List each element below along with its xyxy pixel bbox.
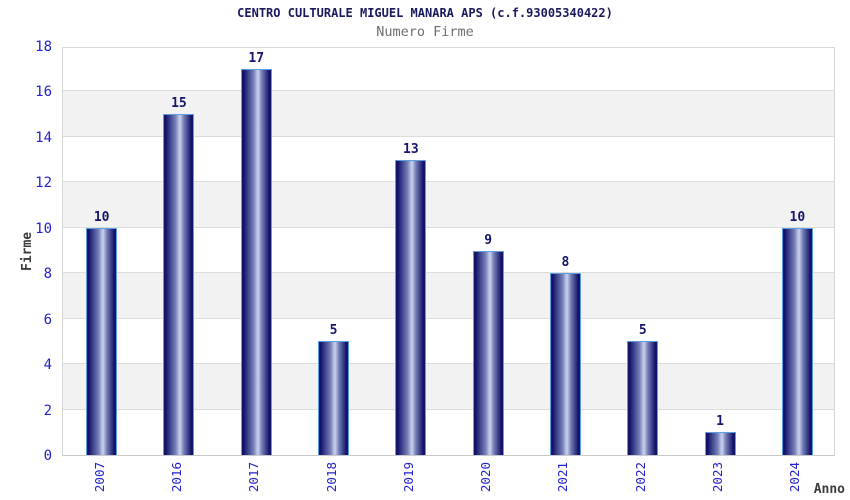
x-tick-label: 2021 xyxy=(555,462,571,493)
x-tick-label: 2020 xyxy=(478,462,494,493)
y-tick-label: 10 xyxy=(35,220,52,237)
x-axis-title: Anno xyxy=(813,482,845,497)
chart-title: CENTRO CULTURALE MIGUEL MANARA APS (c.f.… xyxy=(237,6,613,20)
x-tick-label: 2018 xyxy=(323,462,339,493)
y-tick-label: 12 xyxy=(35,175,52,192)
x-tick-label: 2007 xyxy=(91,462,107,493)
bar-2021 xyxy=(549,273,581,455)
bar-value-label: 17 xyxy=(248,50,265,66)
chart-subtitle: Numero Firme xyxy=(376,24,474,40)
bar-2022 xyxy=(627,341,659,455)
gridline xyxy=(63,135,834,137)
bar-value-label: 10 xyxy=(93,209,110,225)
x-tick-label: 2019 xyxy=(400,462,416,493)
gridline xyxy=(63,272,834,274)
x-tick-label: 2023 xyxy=(710,462,726,493)
x-tick-label: 2022 xyxy=(632,462,648,493)
gridline xyxy=(63,181,834,183)
bar-value-label: 13 xyxy=(403,141,419,157)
bar-2017 xyxy=(240,68,272,455)
gridline xyxy=(63,226,834,228)
gridline xyxy=(63,317,834,319)
bar-value-label: 8 xyxy=(561,255,570,271)
bar-2019 xyxy=(395,159,427,455)
gridline xyxy=(63,408,834,410)
y-tick-label: 2 xyxy=(43,402,52,419)
bar-2016 xyxy=(163,114,195,455)
y-tick-label: 16 xyxy=(35,84,52,101)
bar-2007 xyxy=(86,227,118,455)
bar-2024 xyxy=(781,227,813,455)
bar-value-label: 10 xyxy=(789,209,806,225)
bar-2018 xyxy=(318,341,350,455)
x-tick-label: 2016 xyxy=(168,462,184,493)
y-tick-label: 18 xyxy=(35,39,52,55)
x-tick-label: 2017 xyxy=(246,462,262,493)
y-tick-label: 4 xyxy=(43,357,52,374)
bar-value-label: 9 xyxy=(484,232,493,248)
gridline xyxy=(63,90,834,92)
y-tick-label: 6 xyxy=(43,311,52,328)
gridline xyxy=(63,363,834,365)
y-tick-label: 8 xyxy=(43,266,52,283)
y-tick-label: 0 xyxy=(43,448,52,464)
bar-value-label: 5 xyxy=(638,323,647,339)
plot-area: 10 15 17 5 13 9 8 5 1 10 xyxy=(62,47,835,456)
x-tick-label: 2024 xyxy=(787,462,803,493)
y-axis-title: Firme xyxy=(20,231,35,272)
bar-value-label: 15 xyxy=(171,96,187,112)
bar-2023 xyxy=(704,432,736,455)
bar-value-label: 1 xyxy=(716,414,724,430)
bar-2020 xyxy=(472,250,504,455)
y-tick-label: 14 xyxy=(35,129,52,146)
bar-value-label: 5 xyxy=(329,323,338,339)
